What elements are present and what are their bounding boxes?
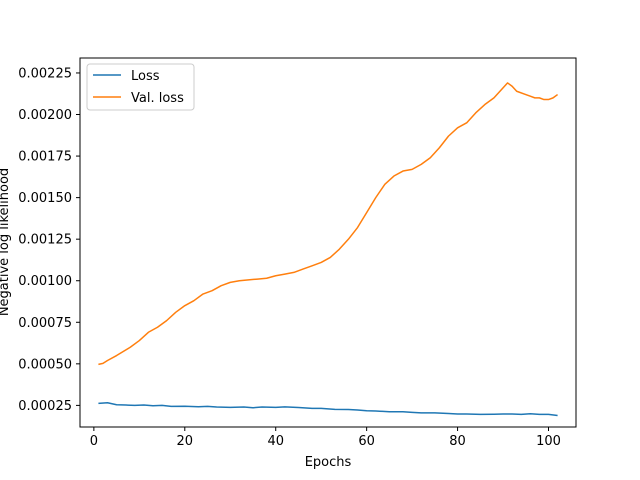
x-axis: 0 20 40 60 80 100 [90, 427, 561, 449]
legend-label-val-loss: Val. loss [131, 91, 184, 106]
x-tick-label: 0 [90, 434, 98, 449]
y-tick-label: 0.00150 [18, 191, 72, 206]
legend-label-loss: Loss [131, 69, 160, 84]
plot-frame [79, 57, 577, 428]
x-axis-title: Epochs [305, 455, 352, 470]
y-tick-label: 0.00125 [18, 233, 72, 248]
legend: Loss Val. loss [86, 63, 195, 111]
y-tick-label: 0.00225 [18, 66, 72, 81]
y-tick-label: 0.00175 [18, 150, 72, 165]
x-tick-label: 100 [536, 434, 561, 449]
y-axis: 0.00025 0.00050 0.00075 0.00100 0.00125 0.001… [18, 66, 80, 414]
x-tick-label: 40 [267, 434, 284, 449]
series-line-loss [98, 401, 558, 417]
x-tick-label: 80 [449, 434, 466, 449]
series-line-val-loss [98, 82, 559, 366]
y-tick-label: 0.00025 [18, 399, 72, 414]
x-tick-label: 20 [177, 434, 194, 449]
y-tick-label: 0.00100 [18, 274, 72, 289]
y-tick-label: 0.00050 [18, 357, 72, 372]
y-tick-label: 0.00075 [18, 316, 72, 331]
y-tick-label: 0.00200 [18, 108, 72, 123]
x-tick-label: 60 [358, 434, 375, 449]
y-axis-title: Negative log likelihood [0, 168, 12, 316]
plot-lines [98, 82, 559, 417]
